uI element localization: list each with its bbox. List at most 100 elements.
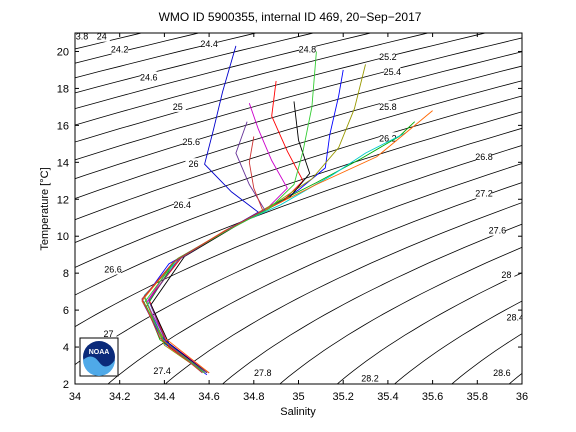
x-tick-label: 34.4 <box>154 391 175 403</box>
y-axis-ticks: 2 4 6 8 10 12 14 16 18 20 <box>57 46 522 391</box>
isopycnal-label-bg <box>379 100 396 112</box>
isopycnal-line <box>279 246 522 384</box>
isopycnal-line <box>546 0 576 402</box>
isopycnal-label-bg <box>75 33 88 42</box>
isopycnal-label-bg <box>379 51 396 63</box>
y-tick-label: 14 <box>57 157 69 169</box>
y-tick-label: 6 <box>63 305 69 317</box>
isopycnal-label-bg <box>498 269 515 281</box>
chart-title: WMO ID 5900355, internal ID 469, 20−Sep−… <box>159 10 422 24</box>
isopycnal-label-bg <box>174 198 191 210</box>
isopycnal-label-bg <box>476 187 493 199</box>
x-tick-label: 34 <box>69 391 81 403</box>
isopycnal-label-bg <box>493 366 510 378</box>
x-tick-label: 35.8 <box>467 391 488 403</box>
isopycnal-line <box>75 33 316 94</box>
isopycnal-label: 27.6 <box>489 226 507 236</box>
isopycnal-line <box>75 80 522 221</box>
isopycnal-label: 28.6 <box>493 368 511 378</box>
isopycnal-label: 24 <box>97 32 107 42</box>
isopycnal-label: 24.2 <box>111 45 129 55</box>
isopycnal-line <box>393 300 522 384</box>
isopycnal-label: 26.2 <box>379 133 397 143</box>
isopycnal-line <box>75 95 522 243</box>
isopycnal-line <box>75 127 522 296</box>
isopycnal-line <box>164 202 522 384</box>
isopycnal-label-bg <box>154 365 171 377</box>
isopycnal-line <box>75 111 522 268</box>
y-tick-label: 12 <box>57 194 69 206</box>
isopycnal-label: 26 <box>188 159 198 169</box>
isopycnal-label: 26.8 <box>475 152 493 162</box>
isopycnal-line <box>75 163 522 366</box>
x-tick-label: 34.6 <box>198 391 219 403</box>
profile-line <box>141 136 264 374</box>
isopycnal-label-bg <box>489 224 506 236</box>
isopycnal-label-bg <box>93 33 110 42</box>
isopycnal-label-bg <box>254 366 271 378</box>
isopycnal-line <box>75 145 522 328</box>
x-tick-label: 35.6 <box>422 391 443 403</box>
noaa-logo: NOAA <box>79 337 119 377</box>
isopycnal-label-bg <box>183 135 200 147</box>
plot-area <box>75 33 522 384</box>
isopycnal-label: 25.4 <box>384 67 402 77</box>
isopycnal-line <box>75 33 201 64</box>
isopycnal-label: 25.8 <box>379 102 397 112</box>
isopycnal-label: 24.6 <box>140 72 158 82</box>
isopycnal-label: 24.8 <box>299 45 317 55</box>
isopycnal-label-bg <box>201 38 218 50</box>
isopycnal-label: 26.4 <box>174 200 192 210</box>
isopycnal-label: 27.8 <box>254 368 272 378</box>
isopycnal-line <box>75 51 522 180</box>
isopycnal-label: 25.6 <box>182 137 200 147</box>
noaa-logo-text: NOAA <box>89 349 110 356</box>
isopycnal-label-bg <box>507 311 522 323</box>
isopycnal-label: 25 <box>173 102 183 112</box>
isopycnal-line <box>75 33 430 126</box>
x-tick-label: 35.4 <box>377 391 398 403</box>
isopycnal-label: 24.4 <box>200 39 218 49</box>
y-tick-label: 16 <box>57 120 69 132</box>
x-tick-label: 34.2 <box>109 391 130 403</box>
isopycnal-label: 23.8 <box>71 32 89 42</box>
isopycnal-label: 27.2 <box>475 189 493 199</box>
isopycnal-label-bg <box>362 372 379 384</box>
isopycnal-label: 28.4 <box>507 312 525 322</box>
x-tick-label: 35 <box>292 391 304 403</box>
isopycnal-lines <box>75 0 576 402</box>
y-tick-label: 18 <box>57 83 69 95</box>
isopycnal-label: 25.2 <box>379 52 397 62</box>
isopycnal-line <box>75 33 373 110</box>
x-axis-label: Salinity <box>280 406 316 418</box>
y-tick-label: 10 <box>57 231 69 243</box>
isopycnal-label-bg <box>379 132 396 144</box>
isopycnal-label-bg <box>476 150 493 162</box>
isopycnal-label-bg <box>384 65 401 77</box>
isopycnal-label-bg <box>111 43 128 55</box>
isopycnal-line <box>336 272 522 384</box>
isopycnal-label: 28.2 <box>361 373 379 383</box>
profile-line <box>148 121 266 374</box>
isopycnal-line <box>75 33 258 79</box>
isopycnal-label-bg <box>140 71 157 83</box>
y-tick-label: 8 <box>63 268 69 280</box>
isopycnal-label-bg <box>104 263 121 275</box>
isopycnal-label: 28 <box>501 270 511 280</box>
isopycnal-label-bg <box>299 43 316 55</box>
isopycnal-labels: 23.8 24 24.2 24.4 24.6 24.8 25 25.2 25.4 25.6 25.8… <box>71 32 525 384</box>
y-tick-label: 2 <box>63 379 69 391</box>
isopycnal-line <box>75 37 522 161</box>
isopycnal-label: 27 <box>104 329 114 339</box>
x-tick-label: 35.2 <box>332 391 353 403</box>
x-axis-ticks: 34 34.2 34.4 34.6 34.8 35 35.2 35.4 35.6 35.8 36 <box>69 33 528 403</box>
x-tick-label: 36 <box>516 391 528 403</box>
isopycnal-label-bg <box>185 158 202 170</box>
y-axis-label: Temperature [°C] <box>39 167 51 250</box>
profile-line <box>143 51 317 374</box>
isopycnal-label: 27.4 <box>153 366 171 376</box>
isopycnal-line <box>75 65 522 199</box>
x-tick-label: 34.8 <box>243 391 264 403</box>
isopycnal-label: 26.6 <box>104 264 122 274</box>
